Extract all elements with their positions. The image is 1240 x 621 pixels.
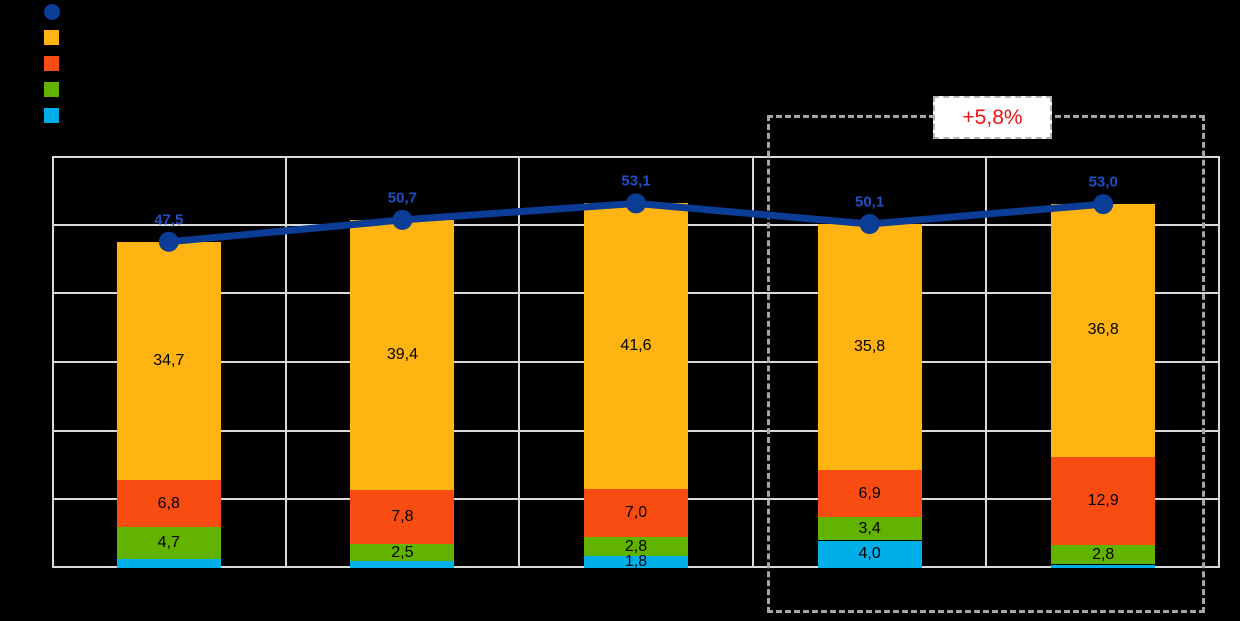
bar-segment-green bbox=[350, 544, 455, 562]
bar-segment-value: 35,8 bbox=[854, 337, 886, 355]
bar-segment-red bbox=[116, 480, 221, 527]
line-point-value: 53,1 bbox=[621, 172, 651, 190]
bar-segment-value: 4,7 bbox=[157, 533, 180, 551]
bar-segment-red bbox=[1051, 456, 1156, 546]
bar-segment-cyan bbox=[817, 540, 922, 568]
line-series-legend-circle-icon bbox=[44, 3, 60, 20]
bar-segment-value: 2,8 bbox=[1092, 546, 1115, 563]
bar-segment-value: 1,8 bbox=[624, 553, 648, 571]
bar-segment-green bbox=[116, 526, 221, 560]
bar-segment-cyan bbox=[116, 559, 221, 568]
legend-item-cyan-series[interactable] bbox=[44, 108, 70, 123]
line-point-marker bbox=[859, 214, 880, 234]
bar-segment-green bbox=[584, 537, 688, 557]
bar-segment-value: 3,4 bbox=[858, 519, 881, 537]
bar-segment-red bbox=[817, 469, 922, 518]
line-point-marker bbox=[392, 209, 413, 230]
bar-segment-value: 7,8 bbox=[391, 508, 414, 526]
green-series-legend-square-icon bbox=[44, 82, 59, 97]
red-series-legend-square-icon bbox=[44, 56, 59, 71]
bar-segment-value: 4,0 bbox=[858, 545, 881, 563]
vertical-gridline bbox=[751, 156, 754, 568]
bar-segment-value: 36,8 bbox=[1087, 321, 1119, 339]
bar-segment-amber bbox=[584, 203, 688, 490]
chart-legend bbox=[44, 3, 70, 123]
bar-segment-red bbox=[350, 490, 455, 544]
line-point-marker bbox=[1093, 194, 1114, 215]
bar-segment-value: 41,6 bbox=[620, 337, 652, 355]
line-point-value: 47,5 bbox=[154, 211, 184, 229]
bar-segment-amber bbox=[1051, 204, 1156, 457]
bar-segment-amber bbox=[350, 219, 455, 491]
cyan-series-legend-square-icon bbox=[44, 108, 59, 123]
line-point-value: 50,7 bbox=[387, 189, 417, 207]
bar-segment-value: 2,5 bbox=[391, 543, 414, 561]
bar-segment-red bbox=[584, 489, 688, 538]
bar-segment-value: 2,8 bbox=[624, 537, 648, 555]
legend-item-red-series[interactable] bbox=[44, 56, 70, 71]
bar-segment-cyan bbox=[350, 561, 455, 568]
line-point-marker bbox=[158, 231, 179, 252]
legend-item-green-series[interactable] bbox=[44, 82, 70, 97]
vertical-gridline bbox=[518, 156, 521, 568]
line-point-marker bbox=[626, 193, 646, 214]
vertical-gridline bbox=[284, 156, 287, 568]
legend-item-line-series[interactable] bbox=[44, 3, 70, 20]
bar-segment-value: 39,4 bbox=[386, 346, 418, 364]
legend-item-amber-series[interactable] bbox=[44, 30, 70, 45]
growth-annotation-box: +5,8% bbox=[933, 96, 1052, 139]
bar-segment-value: 6,8 bbox=[157, 494, 180, 512]
growth-annotation-label: +5,8% bbox=[962, 106, 1023, 129]
bar-segment-green bbox=[1051, 545, 1156, 565]
line-point-value: 53,0 bbox=[1088, 173, 1118, 191]
bar-segment-value: 12,9 bbox=[1087, 492, 1119, 510]
vertical-gridline bbox=[985, 156, 988, 568]
bar-segment-amber bbox=[116, 241, 221, 481]
bar-segment-value: 7,0 bbox=[624, 504, 648, 522]
bar-segment-value: 6,9 bbox=[858, 484, 881, 502]
line-point-value: 50,1 bbox=[854, 193, 885, 211]
bar-segment-green bbox=[817, 517, 922, 541]
bar-segment-amber bbox=[817, 224, 922, 470]
bar-segment-cyan bbox=[1051, 564, 1156, 568]
bar-segment-cyan bbox=[584, 556, 688, 568]
amber-series-legend-square-icon bbox=[44, 30, 59, 45]
bar-segment-value: 34,7 bbox=[153, 352, 185, 369]
